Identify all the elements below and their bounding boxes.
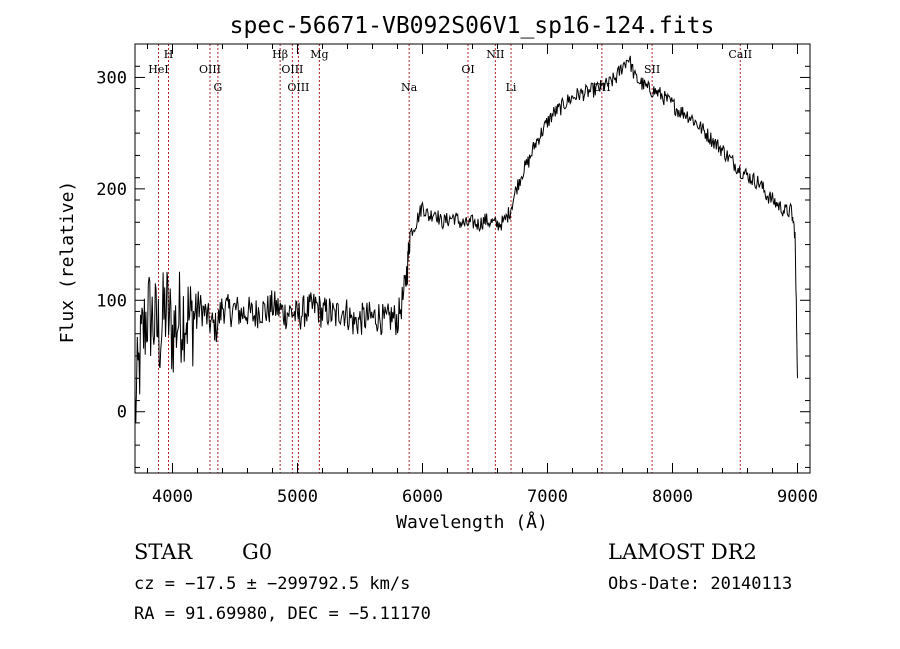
spectral-line-label: OI	[461, 63, 474, 76]
y-tick-label: 0	[117, 403, 127, 423]
x-tick-label: 9000	[777, 487, 818, 507]
spectral-line-label: G	[213, 81, 222, 94]
x-axis-label: Wavelength (Å)	[396, 511, 548, 533]
chart-title: spec-56671-VB092S06V1_sp16-124.fits	[230, 13, 715, 39]
x-tick-label: 6000	[402, 487, 443, 507]
survey-name: LAMOST DR2	[608, 540, 757, 564]
spectral-line-label: CaII	[728, 48, 752, 61]
spectral-line-label: OIII	[199, 63, 221, 76]
spectrum-series-line	[134, 55, 798, 423]
x-tick-label: 8000	[652, 487, 693, 507]
spectral-line-label: Li	[506, 81, 517, 94]
plot-frame	[134, 43, 811, 474]
y-tick-label: 200	[96, 180, 127, 200]
x-tick-label: 7000	[527, 487, 568, 507]
spectral-line-label: SII	[644, 63, 660, 76]
spectral-line-label: H	[164, 48, 174, 61]
spectral-line-label: Hβ	[272, 48, 288, 61]
spectral-line-label: Na	[401, 81, 418, 94]
axes: 4000 5000 6000 7000 8000 9000 0 100 200 300	[96, 44, 818, 507]
x-tick-label: 5000	[277, 487, 318, 507]
y-tick-label: 300	[96, 68, 127, 88]
y-axis-label: Flux (relative)	[57, 181, 78, 344]
spectral-line-label: Mg	[310, 48, 328, 61]
obs-date: Obs-Date: 20140113	[608, 574, 793, 594]
spectral-line-label: OIII	[281, 63, 303, 76]
spectral-line-label: OIII	[287, 81, 309, 94]
y-tick-label: 100	[96, 291, 127, 311]
x-tick-label: 4000	[152, 487, 193, 507]
cz-readout: cz = −17.5 ± −299792.5 km/s	[134, 574, 411, 594]
spectral-line-label: HeI	[148, 63, 168, 76]
spectral-line-label: NII	[486, 48, 504, 61]
ra-dec-readout: RA = 91.69980, DEC = −5.11170	[134, 604, 431, 624]
object-class: STAR	[134, 540, 193, 564]
object-subclass: G0	[242, 540, 273, 564]
